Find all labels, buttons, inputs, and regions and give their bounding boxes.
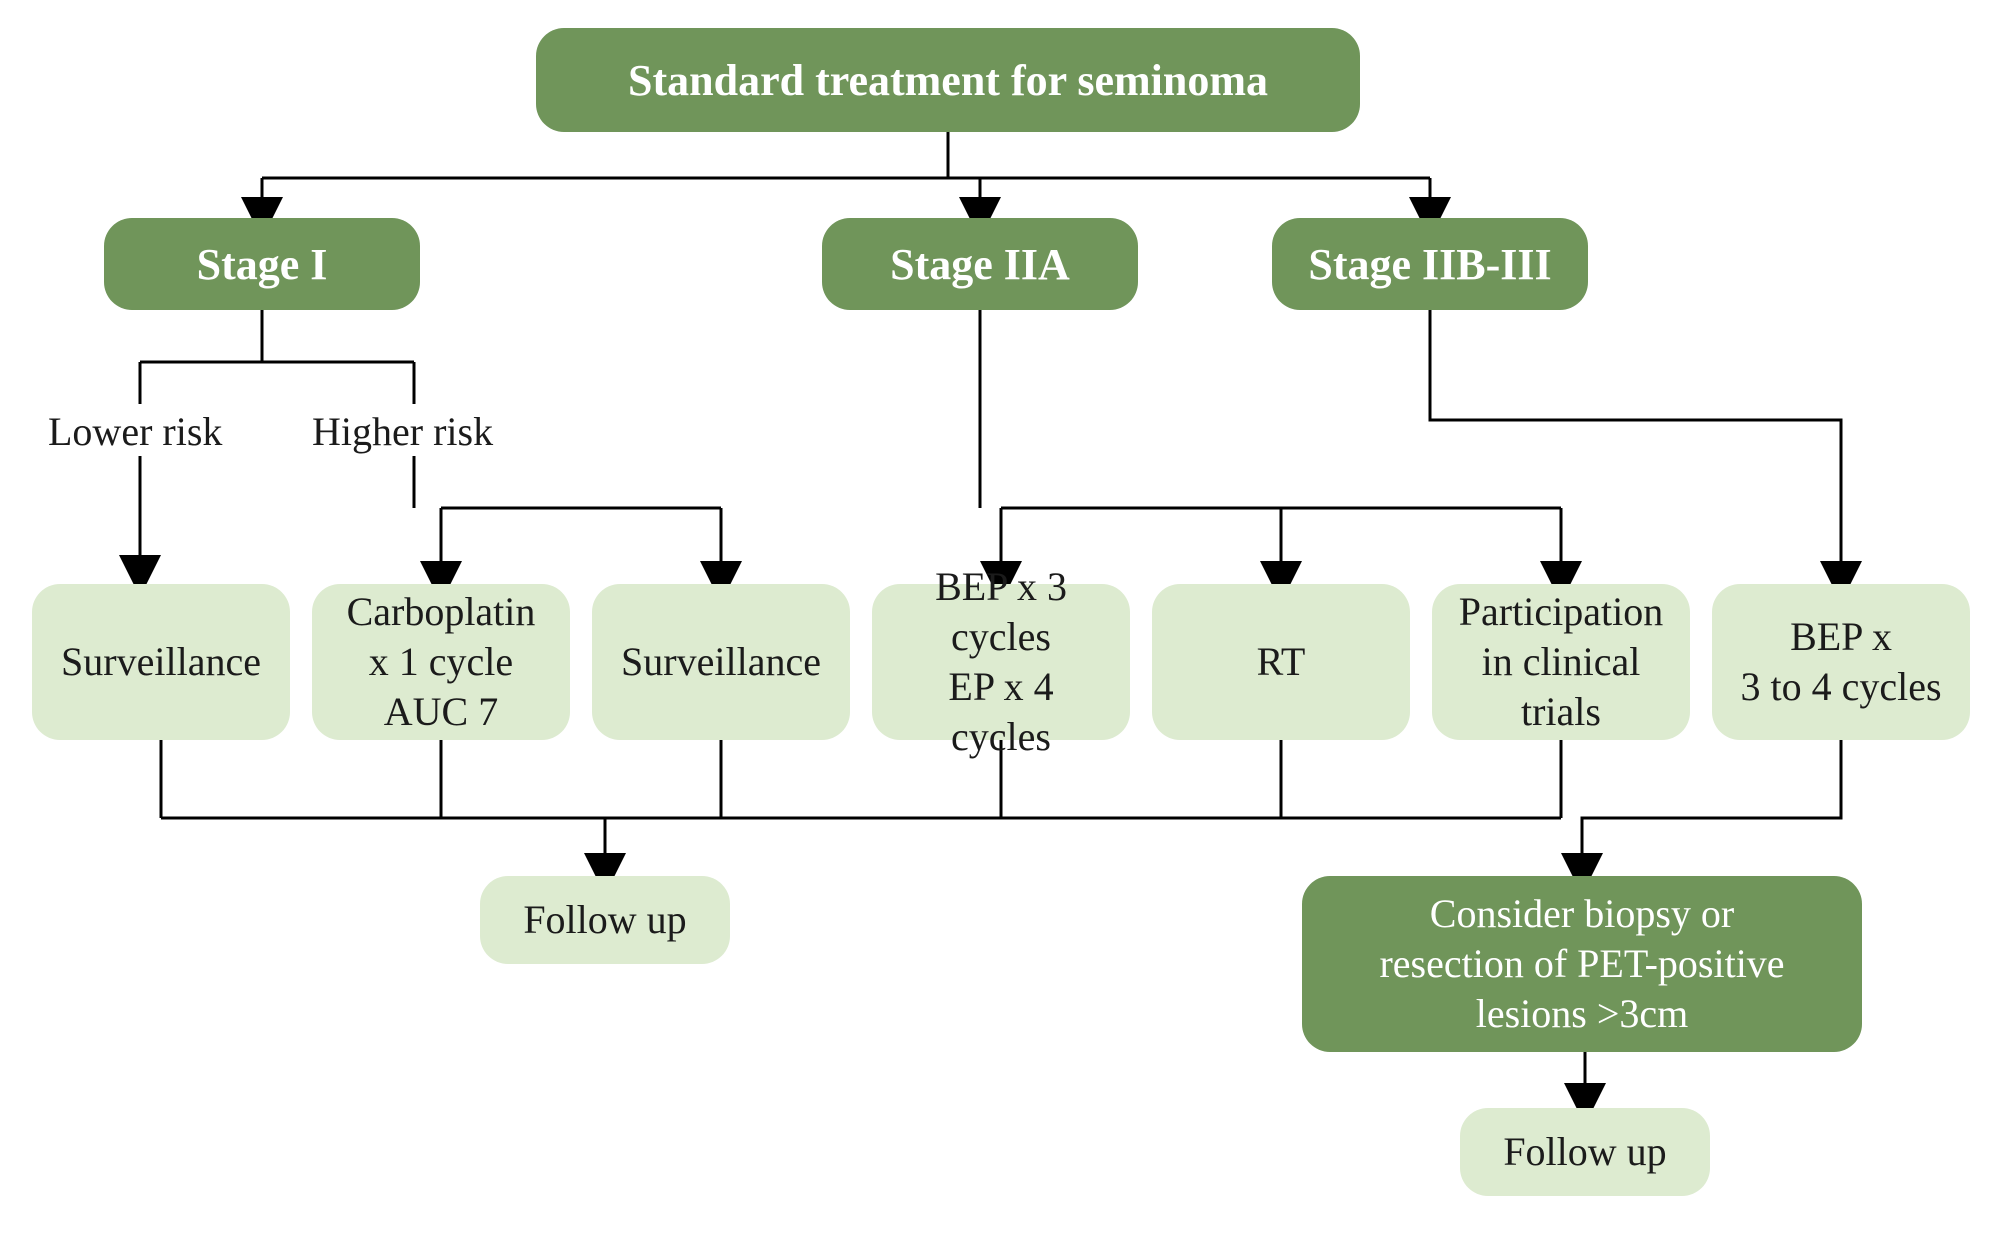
node-bepep-label: BEP x 3 cyclesEP x 4 cycles (900, 562, 1102, 762)
node-stage1: Stage I (104, 218, 420, 310)
node-rt: RT (1152, 584, 1410, 740)
node-title: Standard treatment for seminoma (536, 28, 1360, 132)
node-stage2b3: Stage IIB-III (1272, 218, 1588, 310)
node-stage2a: Stage IIA (822, 218, 1138, 310)
node-bep34: BEP x3 to 4 cycles (1712, 584, 1970, 740)
node-carbo: Carboplatinx 1 cycleAUC 7 (312, 584, 570, 740)
node-bep34-label: BEP x3 to 4 cycles (1740, 612, 1941, 712)
node-surv1-label: Surveillance (61, 637, 261, 687)
node-rt-label: RT (1257, 637, 1306, 687)
node-stage2b3-label: Stage IIB-III (1308, 237, 1551, 292)
label-lower-risk: Lower risk (48, 408, 222, 455)
node-followup1: Follow up (480, 876, 730, 964)
node-biopsy-label: Consider biopsy orresection of PET-posit… (1379, 889, 1784, 1039)
node-trials: Participationin clinical trials (1432, 584, 1690, 740)
node-stage1-label: Stage I (197, 237, 328, 292)
node-title-label: Standard treatment for seminoma (628, 53, 1268, 108)
node-trials-label: Participationin clinical trials (1459, 587, 1663, 737)
node-followup1-label: Follow up (523, 895, 686, 945)
node-followup2-label: Follow up (1503, 1127, 1666, 1177)
label-higher-risk: Higher risk (312, 408, 493, 455)
node-biopsy: Consider biopsy orresection of PET-posit… (1302, 876, 1862, 1052)
node-stage2a-label: Stage IIA (890, 237, 1070, 292)
node-surv1: Surveillance (32, 584, 290, 740)
node-surv2: Surveillance (592, 584, 850, 740)
node-bepep: BEP x 3 cyclesEP x 4 cycles (872, 584, 1130, 740)
node-carbo-label: Carboplatinx 1 cycleAUC 7 (347, 587, 536, 737)
flowchart-canvas: Standard treatment for seminoma Stage I … (0, 0, 2000, 1254)
node-surv2-label: Surveillance (621, 637, 821, 687)
node-followup2: Follow up (1460, 1108, 1710, 1196)
